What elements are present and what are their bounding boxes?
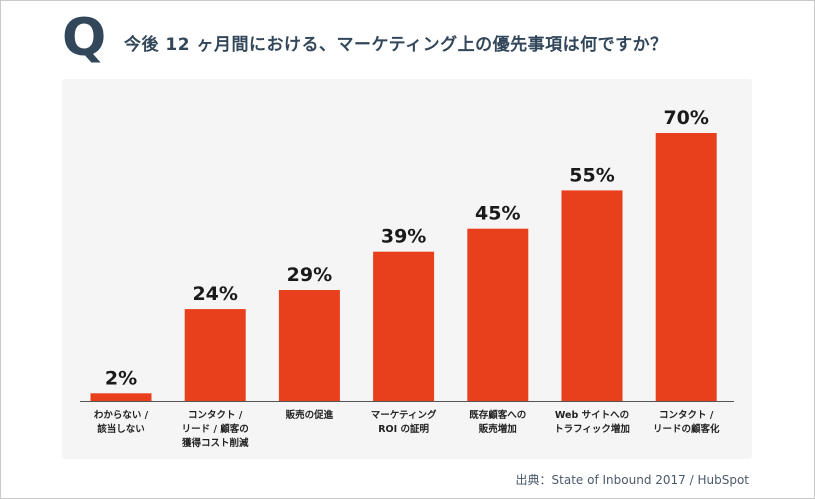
- value-label-4: 39%: [381, 226, 426, 248]
- q-letter: Q: [62, 8, 106, 68]
- bar-5: [467, 228, 529, 401]
- category-label-3: 販売の促進: [286, 409, 334, 421]
- value-label-7: 70%: [663, 107, 708, 129]
- value-label-3: 29%: [287, 264, 332, 286]
- source-note: 出典：State of Inbound 2017 / HubSpot: [515, 473, 749, 487]
- bar-3: [278, 290, 340, 401]
- category-label-4: マーケティング ROI の証明: [371, 409, 437, 435]
- question-title: 今後 12 ヶ月間における、マーケティング上の優先事項は何ですか？: [124, 35, 668, 55]
- bar-chart: 2% わからない /該当しない 24% コンタクト /リード / 顧客の獲得コスト削減…: [80, 107, 734, 449]
- category-label-1: わからない /該当しない: [94, 410, 149, 435]
- value-label-5: 45%: [475, 203, 520, 225]
- bar-7: [655, 133, 717, 401]
- value-label-2: 24%: [192, 283, 237, 305]
- category-label-7: コンタクト /リードの顧客化: [653, 409, 720, 435]
- question-mark-logo: Q.: [62, 8, 110, 128]
- value-label-6: 55%: [569, 164, 614, 186]
- bar-4: [373, 251, 435, 401]
- category-label-5: 既存顧客への販売増加: [469, 409, 526, 435]
- bar-2: [184, 309, 246, 401]
- category-label-2: コンタクト /リード / 顧客の獲得コスト削減: [182, 409, 249, 449]
- bar-1: [90, 393, 152, 401]
- value-label-1: 2%: [105, 367, 137, 389]
- category-label-6: Web サイトへのトラフィック増加: [554, 410, 630, 435]
- bar-6: [561, 190, 623, 401]
